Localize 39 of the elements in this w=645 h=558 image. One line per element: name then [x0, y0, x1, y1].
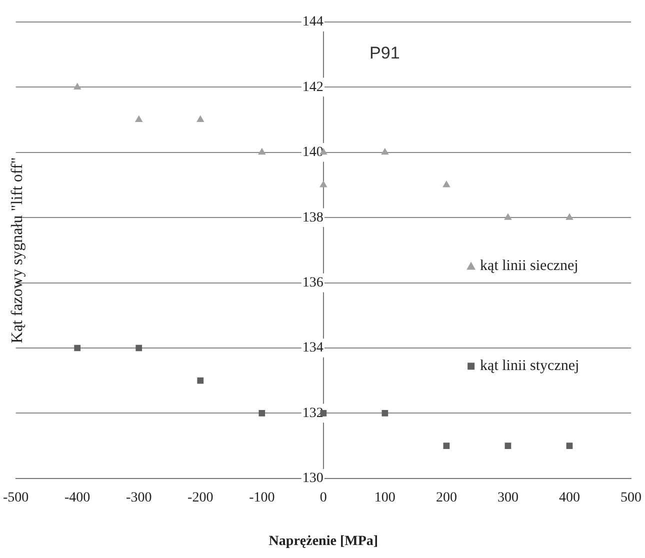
point — [566, 442, 573, 449]
x-tick-label: 0 — [320, 490, 327, 506]
y-axis-title: Kąt fazowy sygnału "lift off" — [9, 157, 26, 344]
text: P91 — [370, 44, 400, 63]
y-tick-label: 136 — [302, 275, 324, 290]
x-tick-label: 400 — [558, 490, 580, 506]
point — [442, 180, 450, 188]
x-tick-label: -400 — [64, 490, 90, 506]
point — [196, 115, 204, 122]
point — [134, 115, 143, 122]
legend-label: kąt linii siecznej — [480, 258, 578, 274]
x-tick-label: -300 — [126, 490, 152, 506]
legend-label: kąt linii stycznej — [480, 358, 580, 374]
y-tick-label: 142 — [302, 80, 324, 95]
point — [566, 213, 574, 220]
x-tick-label: 200 — [436, 490, 457, 506]
point — [504, 213, 512, 220]
x-tick-label: -500 — [2, 490, 29, 506]
x-tick-label: 100 — [374, 490, 396, 506]
point — [136, 344, 142, 352]
point — [74, 344, 81, 352]
y-tick-label: 144 — [302, 14, 324, 30]
y-tick-label: 130 — [302, 471, 324, 486]
x-axis-title: Naprężenie [MPa] — [268, 534, 378, 550]
x-tick-label: 300 — [497, 490, 518, 506]
point — [381, 148, 389, 155]
point — [382, 410, 388, 416]
x-tick-label: -100 — [249, 490, 275, 506]
y-tick-label: 134 — [302, 340, 324, 356]
x-tick-label: 500 — [620, 490, 642, 506]
x-tick-label: -200 — [188, 490, 214, 506]
point — [73, 82, 82, 90]
point — [258, 148, 266, 155]
point — [197, 377, 204, 384]
point — [504, 442, 512, 449]
point — [258, 410, 266, 416]
point — [443, 442, 450, 449]
y-tick-label: 138 — [302, 210, 324, 226]
point — [320, 180, 328, 188]
